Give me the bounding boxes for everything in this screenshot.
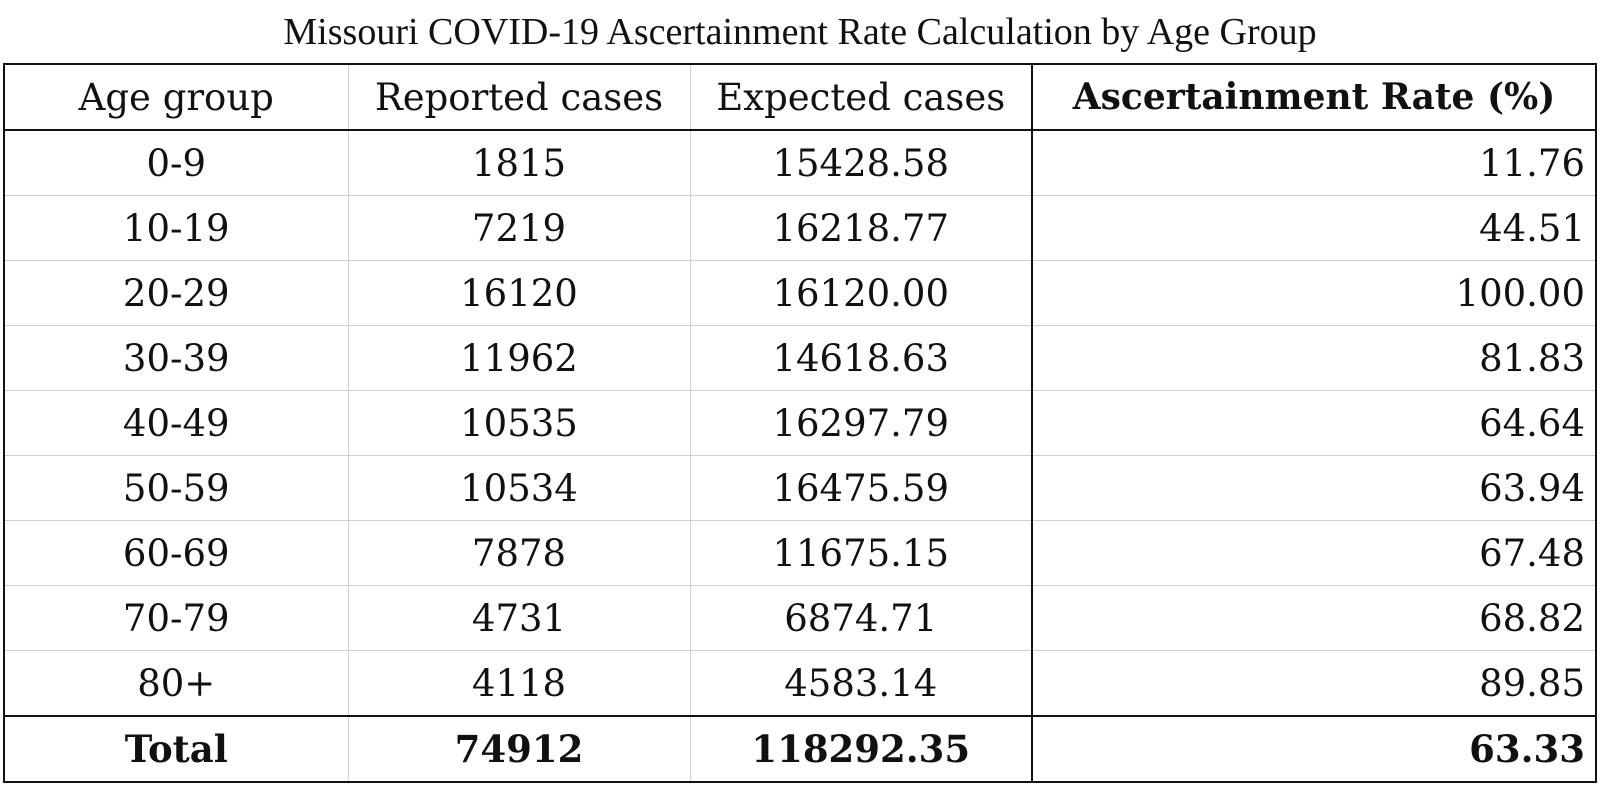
expected-cases-cell: 15428.58 xyxy=(689,130,1033,196)
total-label: Total xyxy=(3,715,349,783)
total-row: Total 74912 118292.35 63.33 xyxy=(3,715,1597,783)
table-row: 0-9 1815 15428.58 11.76 xyxy=(3,130,1597,196)
reported-cases-cell: 7219 xyxy=(347,195,691,261)
table-row: 20-29 16120 16120.00 100.00 xyxy=(3,260,1597,326)
reported-cases-cell: 10534 xyxy=(347,455,691,521)
ascertainment-rate-cell: 63.94 xyxy=(1031,455,1597,521)
ascertainment-rate-cell: 11.76 xyxy=(1031,130,1597,196)
header-ascertainment-rate: Ascertainment Rate (%) xyxy=(1031,63,1597,131)
ascertainment-table: Age group Reported cases Expected cases … xyxy=(3,63,1597,783)
total-ascertainment-rate: 63.33 xyxy=(1031,715,1597,783)
ascertainment-rate-cell: 67.48 xyxy=(1031,520,1597,586)
expected-cases-cell: 4583.14 xyxy=(689,650,1033,717)
header-age-group: Age group xyxy=(3,63,349,131)
table-row: 80+ 4118 4583.14 89.85 xyxy=(3,650,1597,717)
expected-cases-cell: 6874.71 xyxy=(689,585,1033,651)
table-header-row: Age group Reported cases Expected cases … xyxy=(3,63,1597,131)
reported-cases-cell: 4731 xyxy=(347,585,691,651)
age-group-cell: 10-19 xyxy=(3,195,349,261)
age-group-cell: 50-59 xyxy=(3,455,349,521)
expected-cases-cell: 11675.15 xyxy=(689,520,1033,586)
expected-cases-cell: 16297.79 xyxy=(689,390,1033,456)
header-expected-cases: Expected cases xyxy=(689,63,1033,131)
ascertainment-rate-cell: 44.51 xyxy=(1031,195,1597,261)
table-row: 40-49 10535 16297.79 64.64 xyxy=(3,390,1597,456)
ascertainment-rate-cell: 68.82 xyxy=(1031,585,1597,651)
reported-cases-cell: 1815 xyxy=(347,130,691,196)
expected-cases-cell: 14618.63 xyxy=(689,325,1033,391)
ascertainment-rate-cell: 81.83 xyxy=(1031,325,1597,391)
table-row: 10-19 7219 16218.77 44.51 xyxy=(3,195,1597,261)
expected-cases-cell: 16218.77 xyxy=(689,195,1033,261)
age-group-cell: 60-69 xyxy=(3,520,349,586)
reported-cases-cell: 16120 xyxy=(347,260,691,326)
table-row: 60-69 7878 11675.15 67.48 xyxy=(3,520,1597,586)
age-group-cell: 20-29 xyxy=(3,260,349,326)
reported-cases-cell: 7878 xyxy=(347,520,691,586)
age-group-cell: 0-9 xyxy=(3,130,349,196)
ascertainment-rate-cell: 100.00 xyxy=(1031,260,1597,326)
age-group-cell: 80+ xyxy=(3,650,349,717)
header-reported-cases: Reported cases xyxy=(347,63,691,131)
reported-cases-cell: 4118 xyxy=(347,650,691,717)
reported-cases-cell: 11962 xyxy=(347,325,691,391)
age-group-cell: 70-79 xyxy=(3,585,349,651)
total-expected-cases: 118292.35 xyxy=(689,715,1033,783)
table-row: 70-79 4731 6874.71 68.82 xyxy=(3,585,1597,651)
expected-cases-cell: 16475.59 xyxy=(689,455,1033,521)
page-title: Missouri COVID-19 Ascertainment Rate Cal… xyxy=(283,11,1317,53)
reported-cases-cell: 10535 xyxy=(347,390,691,456)
table-row: 30-39 11962 14618.63 81.83 xyxy=(3,325,1597,391)
total-reported-cases: 74912 xyxy=(347,715,691,783)
ascertainment-rate-cell: 89.85 xyxy=(1031,650,1597,717)
ascertainment-rate-cell: 64.64 xyxy=(1031,390,1597,456)
table-row: 50-59 10534 16475.59 63.94 xyxy=(3,455,1597,521)
age-group-cell: 30-39 xyxy=(3,325,349,391)
age-group-cell: 40-49 xyxy=(3,390,349,456)
expected-cases-cell: 16120.00 xyxy=(689,260,1033,326)
